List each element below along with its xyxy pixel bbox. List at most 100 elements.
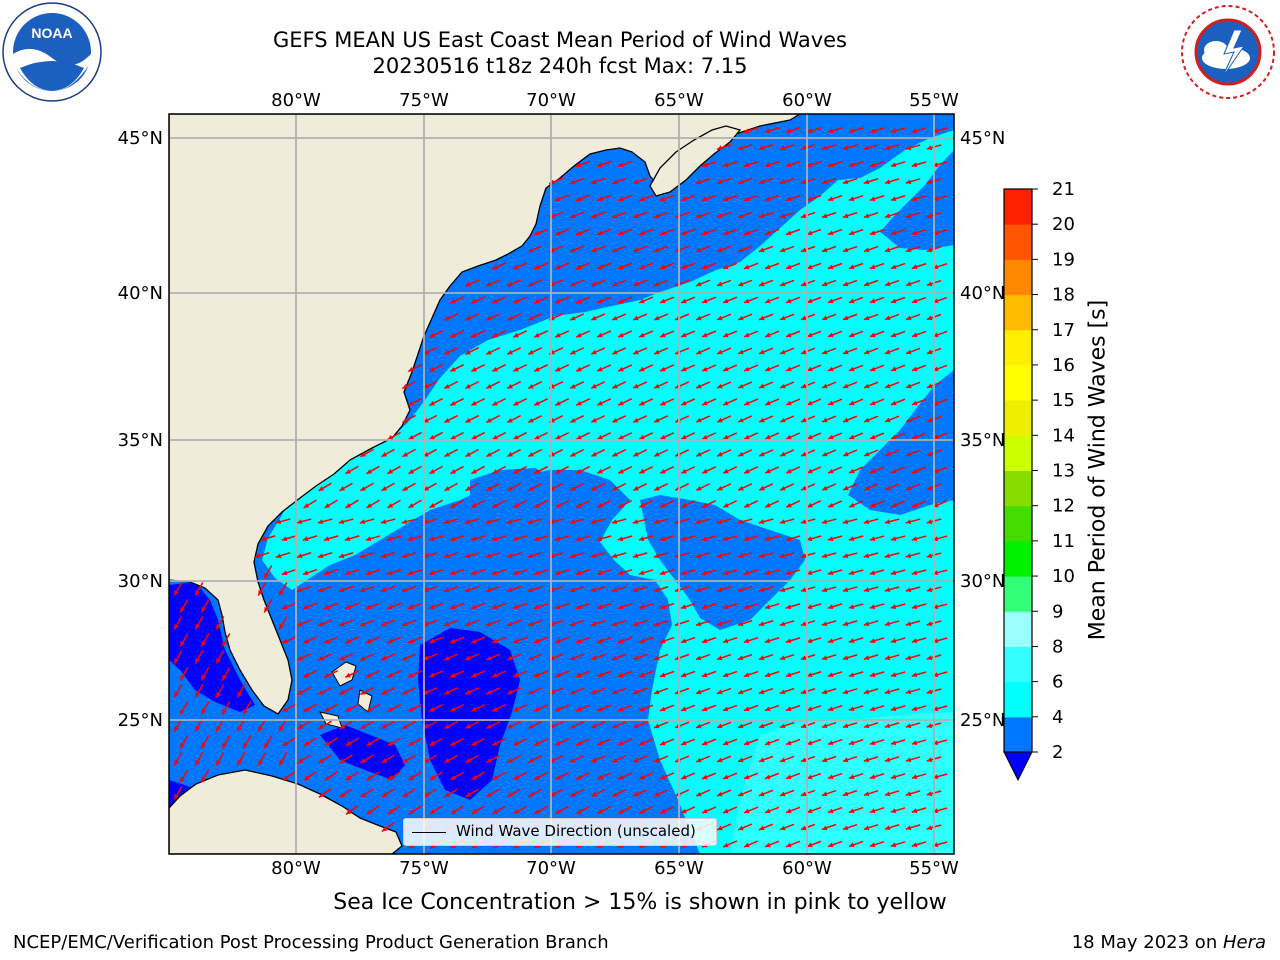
wind-arrow <box>491 397 507 407</box>
wind-arrow <box>779 620 795 627</box>
wind-arrow <box>827 432 843 440</box>
wind-arrow <box>821 755 837 763</box>
wind-arrow <box>695 279 711 287</box>
wind-arrow <box>722 262 738 270</box>
wind-arrow <box>569 687 585 695</box>
wind-arrow <box>464 380 480 390</box>
wind-arrow <box>911 432 927 440</box>
wind-arrow <box>278 582 288 596</box>
ice-note: Sea Ice Concentration > 15% is shown in … <box>333 890 947 915</box>
wind-arrow <box>890 807 906 814</box>
wind-arrow <box>785 637 801 644</box>
wind-arrow <box>785 738 801 746</box>
wind-arrow <box>443 585 459 593</box>
wind-arrow <box>842 279 858 287</box>
wind-arrow <box>638 670 654 678</box>
colorbar-segment <box>1004 294 1032 331</box>
wind-arrow <box>590 653 606 661</box>
colorbar-tick-label: 8 <box>1052 636 1063 657</box>
wind-arrow <box>911 535 927 542</box>
wind-arrow <box>408 465 422 475</box>
wind-arrow <box>506 721 522 729</box>
wind-arrow <box>695 755 711 763</box>
wind-arrow <box>785 840 801 848</box>
wind-arrow <box>200 735 210 749</box>
wind-arrow <box>905 449 921 457</box>
wind-arrow <box>632 449 648 457</box>
wind-arrow <box>680 670 696 678</box>
ocean-region-lowest <box>320 725 405 780</box>
wind-arrow <box>470 568 486 576</box>
wind-arrow <box>638 569 654 576</box>
lat-label-left: 35°N <box>118 430 163 451</box>
wind-arrow <box>743 670 759 678</box>
wind-arrow <box>303 703 317 713</box>
wind-arrow <box>611 755 627 763</box>
wind-arrow <box>842 552 858 559</box>
wind-arrow <box>863 313 879 321</box>
wind-arrow <box>596 535 612 542</box>
wind-arrow <box>695 721 711 729</box>
wind-arrow <box>465 754 479 764</box>
wind-arrow <box>758 755 774 763</box>
wind-arrow <box>680 806 696 814</box>
wind-arrow <box>827 671 843 678</box>
wind-arrow <box>408 737 422 747</box>
wind-arrow <box>884 144 900 151</box>
wind-arrow <box>905 688 921 695</box>
lon-label-top: 55°W <box>909 90 959 111</box>
wind-arrow <box>590 448 606 458</box>
wind-arrow <box>638 806 654 814</box>
wind-arrow <box>533 398 549 406</box>
wind-arrow <box>785 364 801 372</box>
wind-arrow <box>779 789 795 797</box>
wind-arrow <box>890 330 906 338</box>
wind-arrow <box>380 653 396 661</box>
wind-arrow <box>380 686 396 696</box>
wind-arrow <box>464 653 480 661</box>
wind-arrow <box>324 499 338 509</box>
wind-arrow <box>611 789 627 797</box>
wind-arrow <box>401 552 417 559</box>
wind-arrow <box>387 737 401 747</box>
wind-arrow <box>359 619 375 627</box>
wind-arrow <box>428 568 444 576</box>
wind-arrow <box>569 245 585 253</box>
wind-arrow <box>890 739 906 746</box>
wind-arrow <box>179 701 189 715</box>
wind-arrow <box>842 415 858 423</box>
wind-arrow <box>533 228 549 236</box>
wind-arrow <box>800 381 816 389</box>
wind-arrow <box>428 363 444 373</box>
colorbar-tick-label: 9 <box>1052 601 1063 622</box>
chart-subtitle: 20230516 t18z 240h fcst Max: 7.15 <box>372 54 748 78</box>
wind-arrow <box>695 347 711 355</box>
ocean-region-lowest <box>418 628 520 800</box>
wind-arrow <box>471 431 485 441</box>
colorbar-tick-label: 13 <box>1052 461 1075 482</box>
wind-arrow <box>758 721 774 729</box>
wind-arrow <box>302 568 318 576</box>
wind-arrow <box>449 670 465 678</box>
wind-arrow <box>905 178 921 185</box>
wind-arrow <box>764 466 780 474</box>
wind-arrow <box>470 364 486 372</box>
wind-arrow <box>701 772 717 780</box>
wind-arrow <box>527 619 543 627</box>
wind-arrow <box>800 789 816 797</box>
wind-arrow <box>653 789 669 797</box>
wind-arrow <box>821 586 837 593</box>
wind-arrow <box>173 650 183 664</box>
wind-arrow <box>569 653 585 661</box>
wind-arrow <box>659 228 675 236</box>
wind-arrow <box>764 840 780 848</box>
wind-arrow <box>653 245 669 253</box>
wind-arrow <box>722 670 738 678</box>
wind-arrow <box>365 568 381 576</box>
wind-arrow <box>632 415 648 423</box>
wind-arrow <box>716 449 732 457</box>
wind-arrow <box>590 211 606 219</box>
wind-arrow <box>869 161 885 168</box>
wind-arrow <box>695 415 711 423</box>
wind-arrow <box>806 806 822 814</box>
